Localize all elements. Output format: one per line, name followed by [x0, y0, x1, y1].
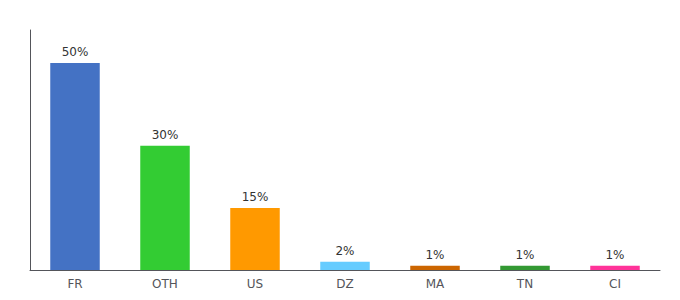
svg-text:US: US: [247, 277, 263, 291]
svg-text:DZ: DZ: [336, 277, 353, 291]
svg-text:OTH: OTH: [152, 277, 178, 291]
svg-text:15%: 15%: [242, 190, 269, 204]
svg-text:MA: MA: [426, 277, 445, 291]
svg-text:CI: CI: [609, 277, 621, 291]
svg-text:1%: 1%: [425, 248, 444, 262]
svg-text:1%: 1%: [515, 248, 534, 262]
svg-text:FR: FR: [67, 277, 82, 291]
svg-text:2%: 2%: [335, 244, 354, 258]
svg-text:1%: 1%: [605, 248, 624, 262]
svg-text:TN: TN: [516, 277, 533, 291]
svg-text:50%: 50%: [62, 45, 89, 59]
svg-text:30%: 30%: [152, 128, 179, 142]
